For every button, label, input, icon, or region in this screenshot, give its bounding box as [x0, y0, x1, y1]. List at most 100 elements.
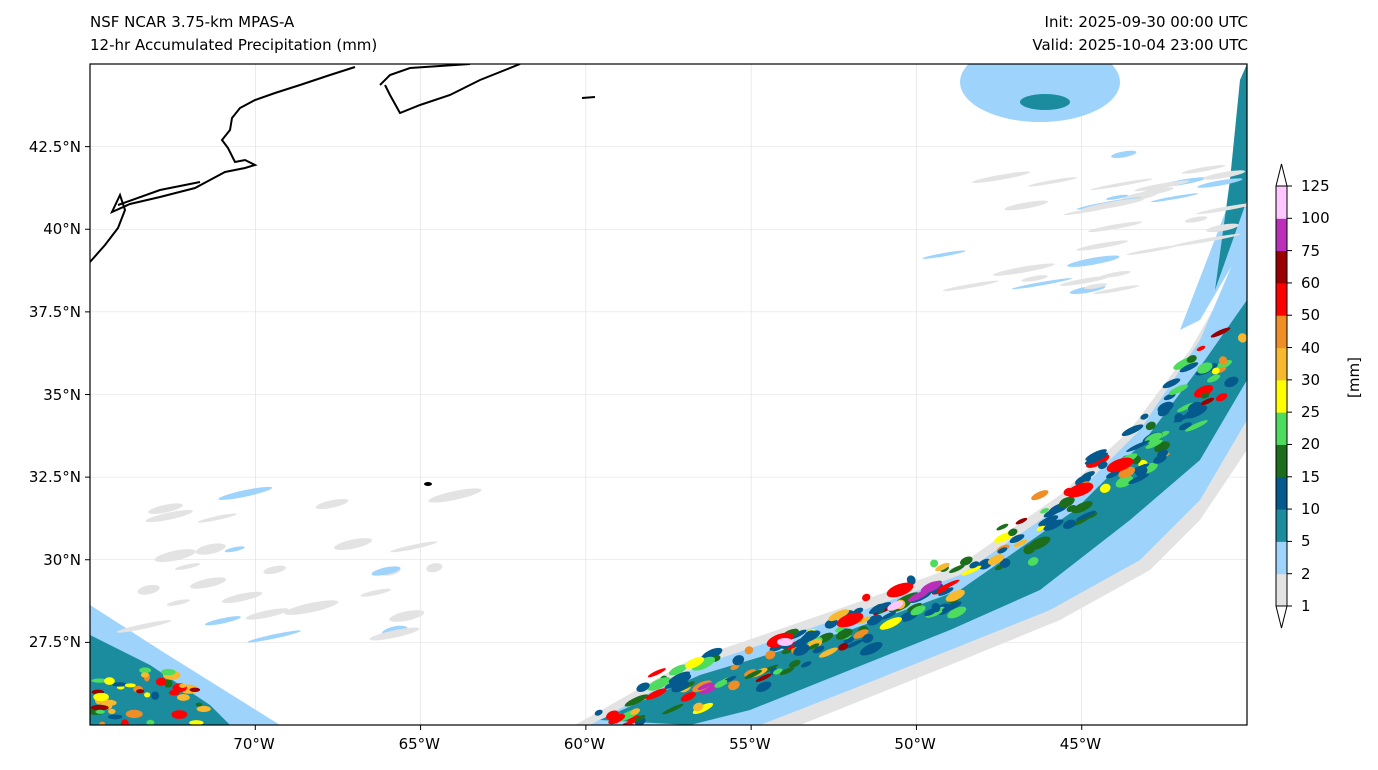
precip-cell: [685, 656, 705, 669]
precip-cell: [1085, 449, 1107, 461]
colorbar-tick-label: 75: [1301, 241, 1321, 260]
precip-cell: [176, 694, 190, 701]
precip-streak: [1126, 245, 1177, 255]
precip-cell: [1008, 528, 1018, 537]
lat-tick-label: 35°N: [43, 385, 81, 404]
precip-5mm-edge: [1215, 64, 1247, 290]
precip-heavy: [886, 582, 914, 598]
precip-cell: [862, 633, 874, 644]
precip-cell: [189, 687, 201, 692]
precip-cell: [1185, 420, 1208, 432]
colorbar-segment: [1276, 379, 1287, 413]
precip-streak: [166, 599, 190, 606]
precip-cell: [693, 702, 704, 712]
precip-streak: [224, 546, 245, 553]
precip-cell: [1187, 401, 1202, 412]
precip-streak: [972, 171, 1031, 183]
precip-heavy: [836, 612, 864, 628]
colorbar-tick-label: 100: [1301, 209, 1330, 228]
precip-streak: [426, 563, 443, 573]
precip-cell: [1009, 534, 1025, 544]
precip-cell: [824, 618, 838, 629]
precip-cell: [171, 710, 188, 719]
precip-cell: [812, 645, 825, 654]
colorbar-tick-label: 20: [1301, 435, 1321, 454]
precip-cell: [1162, 378, 1181, 389]
precip-cell: [1174, 413, 1184, 423]
precip-cell: [1075, 510, 1096, 521]
precip-streak: [190, 577, 227, 589]
colorbar-segment: [1276, 573, 1287, 607]
precip-cell: [907, 602, 922, 612]
precip-cell: [1071, 501, 1093, 514]
precip-cell: [935, 562, 950, 572]
precip-2mm-edge: [1180, 64, 1247, 330]
colorbar-segment: [1276, 315, 1287, 349]
precip-cell: [1126, 440, 1150, 452]
precip-streak: [922, 250, 966, 259]
precip-cell: [151, 691, 160, 700]
precip-cell: [645, 688, 667, 700]
precip-streak: [369, 627, 420, 641]
precip-cell: [1211, 367, 1220, 375]
precip-cell: [835, 628, 853, 640]
precip-streak: [284, 600, 339, 615]
lon-tick-label: 70°W: [233, 735, 275, 753]
colorbar-tick-label: 25: [1301, 403, 1321, 422]
precip-cell: [1210, 327, 1231, 338]
precip-north-blob: [960, 64, 1120, 122]
precip-cell: [634, 715, 646, 722]
colorbar-segment: [1276, 509, 1287, 542]
precip-streak: [1088, 221, 1142, 233]
colorbar-extend-max: [1275, 163, 1288, 187]
precip-cell: [714, 679, 728, 688]
precip-cell: [838, 643, 849, 651]
precip-streak: [145, 510, 193, 523]
coastline: [90, 64, 596, 263]
precip-cell: [1201, 392, 1210, 399]
precip-cell: [910, 605, 926, 616]
precip-streak: [1090, 178, 1153, 190]
precip-streak: [1059, 276, 1109, 286]
precip-cell: [960, 556, 973, 566]
precip-cell: [189, 720, 204, 725]
precip-streak: [1111, 150, 1137, 158]
precip-cell: [772, 668, 783, 675]
precip-cell: [1027, 557, 1039, 566]
precip-cell: [1218, 356, 1228, 365]
colorbar-segment: [1276, 250, 1287, 284]
colorbar-segment: [1276, 476, 1287, 510]
precip-cell: [1179, 362, 1199, 373]
precip-cell: [732, 655, 745, 666]
precip-1mm: [575, 250, 1247, 725]
precip-streak: [1106, 194, 1129, 200]
precip-cell: [881, 611, 897, 620]
precip-cell: [920, 580, 942, 594]
precip-cell: [835, 626, 845, 633]
precip-cell: [108, 708, 116, 715]
precip-cell: [1086, 512, 1098, 519]
precip-cell: [178, 683, 187, 688]
precip-streak: [1137, 187, 1174, 196]
precip-streak: [389, 610, 425, 622]
precip-streak: [1181, 164, 1226, 174]
colorbar-tick-label: 30: [1301, 370, 1321, 389]
precip-cell: [870, 603, 887, 614]
precip-cell: [938, 587, 954, 596]
bermuda-island: [424, 482, 432, 486]
precip-cell: [961, 565, 982, 576]
lon-tick-label: 65°W: [398, 735, 440, 753]
precip-cell: [1224, 376, 1239, 388]
map-layer: [90, 64, 1247, 725]
colorbar-tick-label: 125: [1301, 177, 1330, 195]
precip-cell: [1031, 490, 1049, 501]
lon-tick-label: 45°W: [1059, 735, 1102, 753]
precip-streak: [137, 584, 160, 595]
precip-cell: [668, 664, 688, 676]
precip-streak: [154, 549, 196, 563]
precip-cell: [636, 683, 647, 690]
precip-cell: [862, 593, 871, 602]
precip-cell: [161, 668, 176, 676]
precip-streak: [263, 565, 286, 575]
precip-streak: [1203, 170, 1246, 180]
